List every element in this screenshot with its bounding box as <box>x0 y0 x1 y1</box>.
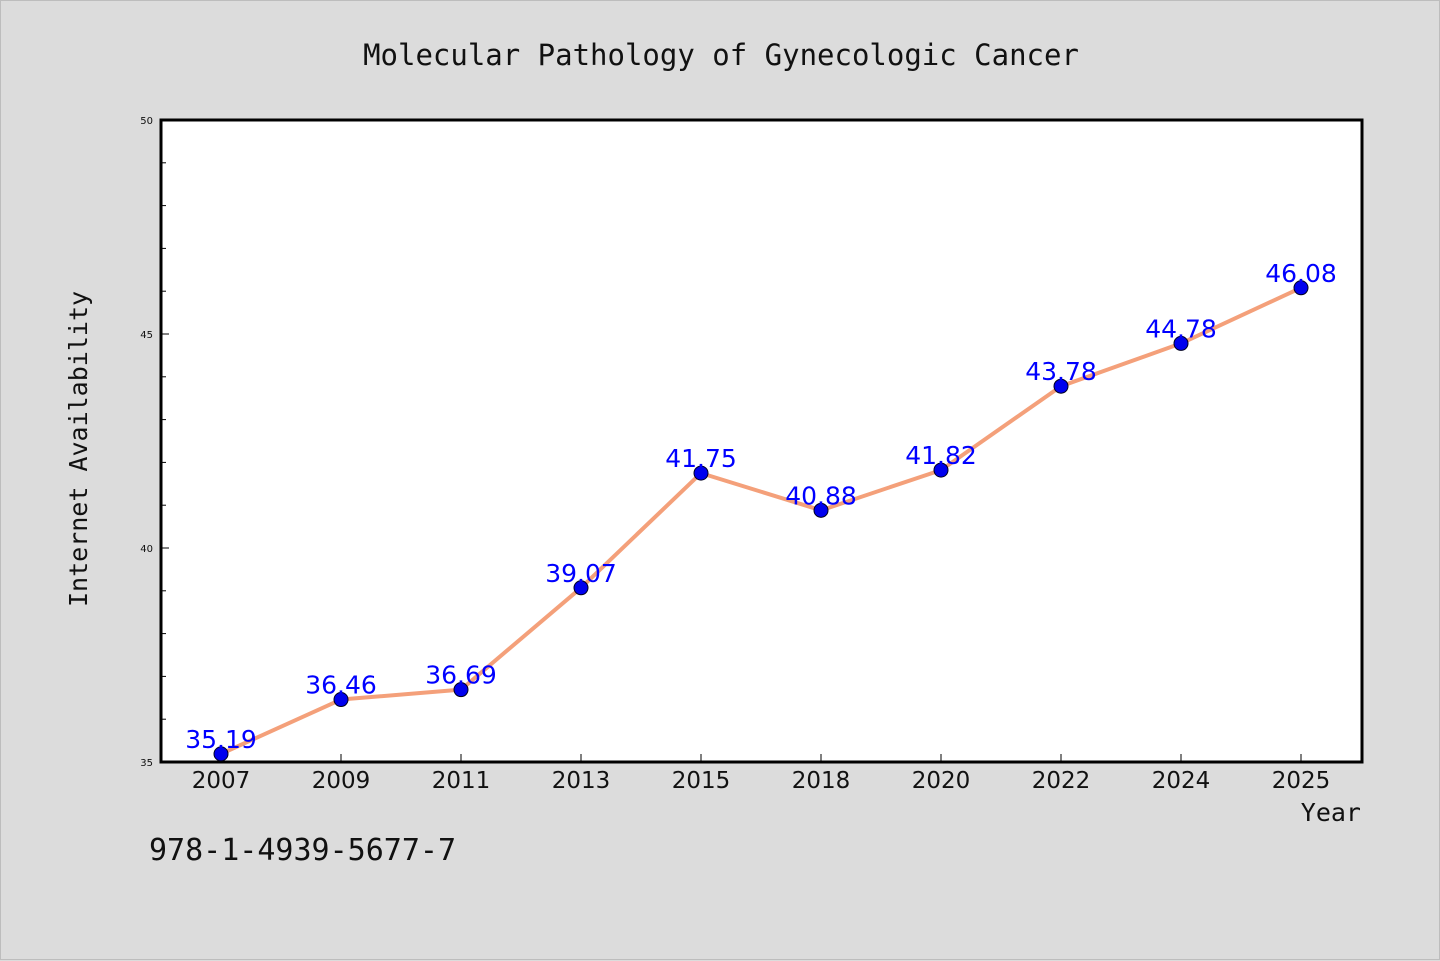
data-point <box>333 692 349 708</box>
x-tick-label: 2020 <box>912 768 971 794</box>
y-tick-label: 45 <box>140 330 153 341</box>
series-line <box>219 285 1303 756</box>
data-label: 44.78 <box>1145 314 1217 343</box>
data-label: 39.07 <box>545 559 617 588</box>
data-point <box>1053 378 1069 394</box>
data-label: 36.46 <box>305 671 377 700</box>
x-tick-label: 2007 <box>192 768 251 794</box>
x-tick-label: 2011 <box>432 768 491 794</box>
chart-title: Molecular Pathology of Gynecologic Cance… <box>363 38 1079 72</box>
data-label: 35.19 <box>185 725 257 754</box>
data-label: 40.88 <box>785 481 857 510</box>
data-point <box>573 580 589 596</box>
data-label: 41.82 <box>905 441 977 470</box>
data-label: 43.78 <box>1025 357 1097 386</box>
x-tick-label: 2025 <box>1272 768 1331 794</box>
x-tick-label: 2018 <box>792 768 851 794</box>
plot-area <box>159 118 1364 764</box>
data-point <box>453 682 469 698</box>
data-label: 41.75 <box>665 444 737 473</box>
data-label: 36.69 <box>425 661 497 690</box>
x-axis-label: Year <box>1301 798 1361 827</box>
x-tick-label: 2009 <box>312 768 371 794</box>
data-point <box>1173 335 1189 351</box>
y-tick-label: 40 <box>140 544 153 555</box>
x-axis: 2007 2009 2011 2013 2015 2018 2020 2022 2024 2025 <box>192 754 1331 794</box>
x-tick-label: 2015 <box>672 768 731 794</box>
data-point <box>1293 280 1309 296</box>
data-point <box>213 746 229 762</box>
series-layer: 35.19 36.46 36.69 39.07 41.75 40.88 41.82 43.78… <box>185 259 1337 762</box>
data-point <box>933 462 949 478</box>
y-tick-label: 35 <box>140 758 153 769</box>
x-tick-label: 2024 <box>1152 768 1211 794</box>
y-axis-label: Internet Availability <box>64 291 93 607</box>
x-tick-label: 2013 <box>552 768 611 794</box>
isbn-text: 978-1-4939-5677-7 <box>149 833 457 868</box>
data-label: 46.08 <box>1265 259 1337 288</box>
y-tick-label: 50 <box>140 116 153 127</box>
y-axis: 35 40 45 50 <box>140 116 169 769</box>
x-tick-label: 2022 <box>1032 768 1091 794</box>
data-point <box>693 465 709 481</box>
data-point <box>813 502 829 518</box>
